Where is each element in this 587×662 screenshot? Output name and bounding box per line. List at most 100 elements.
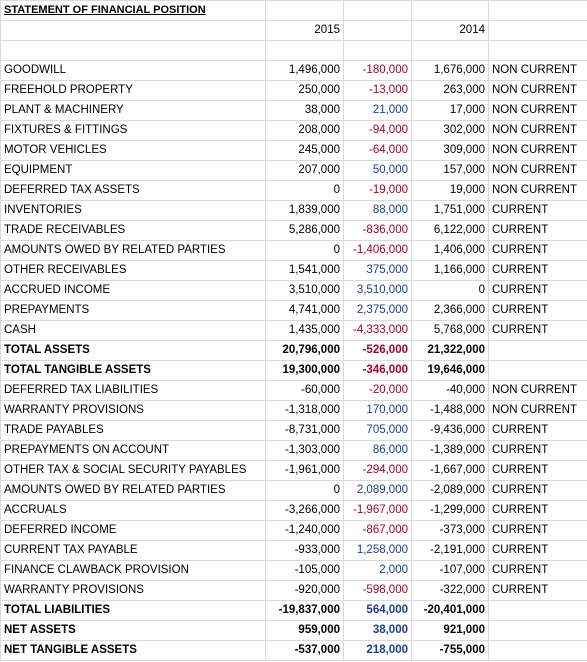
- change: 375,000: [343, 260, 412, 281]
- value-2014: -9,436,000: [411, 420, 489, 441]
- row-label: ACCRUALS: [0, 500, 266, 521]
- row-label: GOODWILL: [0, 60, 266, 81]
- change: 86,000: [343, 440, 412, 461]
- row-label: NET TANGIBLE ASSETS: [0, 640, 266, 661]
- statement-row: GOODWILL 1,496,000 -180,000 1,676,000 NON CU…: [0, 60, 587, 81]
- row-label: TRADE PAYABLES: [0, 420, 266, 441]
- statement-row: TRADE RECEIVABLES 5,286,000 -836,000 6,122,…: [0, 220, 587, 241]
- classification: CURRENT: [488, 500, 587, 521]
- value-2015: 3,510,000: [265, 280, 344, 301]
- value-2014: 17,000: [411, 100, 489, 121]
- classification: CURRENT: [488, 580, 587, 601]
- classification: NON CURRENT: [488, 380, 587, 401]
- change: 88,000: [343, 200, 412, 221]
- statement-row: PREPAYMENTS ON ACCOUNT -1,303,000 86,000 -1…: [0, 440, 587, 461]
- value-2014: -1,389,000: [411, 440, 489, 461]
- change: -180,000: [343, 60, 412, 81]
- statement-row: TOTAL ASSETS 20,796,000 -526,000 21,322,000: [0, 340, 587, 361]
- statement-row: FREEHOLD PROPERTY 250,000 -13,000 263,000 NO…: [0, 80, 587, 101]
- value-2015: -1,961,000: [265, 460, 344, 481]
- value-2015: -3,266,000: [265, 500, 344, 521]
- value-2014: 921,000: [411, 620, 489, 641]
- change: 2,375,000: [343, 300, 412, 321]
- classification: CURRENT: [488, 300, 587, 321]
- value-2015: -19,837,000: [265, 600, 344, 621]
- classification: NON CURRENT: [488, 140, 587, 161]
- classification: CURRENT: [488, 460, 587, 481]
- row-label: DEFERRED TAX ASSETS: [0, 180, 266, 201]
- value-2015: 0: [265, 480, 344, 501]
- change: 170,000: [343, 400, 412, 421]
- value-2014: -107,000: [411, 560, 489, 581]
- change: 1,258,000: [343, 540, 412, 561]
- value-2015: -920,000: [265, 580, 344, 601]
- value-2014: -322,000: [411, 580, 489, 601]
- classification: CURRENT: [488, 320, 587, 341]
- change: -346,000: [343, 360, 412, 381]
- value-2015: -1,318,000: [265, 400, 344, 421]
- classification: [488, 640, 587, 661]
- value-2014: 309,000: [411, 140, 489, 161]
- value-2015: -8,731,000: [265, 420, 344, 441]
- value-2014: 1,751,000: [411, 200, 489, 221]
- value-2014: 0: [411, 280, 489, 301]
- sheet-title: STATEMENT OF FINANCIAL POSITION: [0, 0, 266, 21]
- classification: [488, 340, 587, 361]
- change: 705,000: [343, 420, 412, 441]
- classification: CURRENT: [488, 200, 587, 221]
- value-2015: -933,000: [265, 540, 344, 561]
- value-2014: -2,191,000: [411, 540, 489, 561]
- statement-row: MOTOR VEHICLES 245,000 -64,000 309,000 NON C…: [0, 140, 587, 161]
- classification: NON CURRENT: [488, 160, 587, 181]
- value-2015: 208,000: [265, 120, 344, 141]
- change: -1,967,000: [343, 500, 412, 521]
- row-label: MOTOR VEHICLES: [0, 140, 266, 161]
- change: -1,406,000: [343, 240, 412, 261]
- row-label: PREPAYMENTS ON ACCOUNT: [0, 440, 266, 461]
- statement-row: PREPAYMENTS 4,741,000 2,375,000 2,366,000 CU…: [0, 300, 587, 321]
- value-2014: 21,322,000: [411, 340, 489, 361]
- value-2014: 5,768,000: [411, 320, 489, 341]
- row-label: AMOUNTS OWED BY RELATED PARTIES: [0, 240, 266, 261]
- value-2014: 6,122,000: [411, 220, 489, 241]
- sheet-header: STATEMENT OF FINANCIAL POSITION 2015 201…: [0, 0, 587, 61]
- statement-row: FINANCE CLAWBACK PROVISION -105,000 2,000-…: [0, 560, 587, 581]
- statement-row: ACCRUALS -3,266,000 -1,967,000 -1,299,000 CU…: [0, 500, 587, 521]
- year-header: 2015: [265, 20, 344, 41]
- row-label: NET ASSETS: [0, 620, 266, 641]
- value-2015: 19,300,000: [265, 360, 344, 381]
- row-label: WARRANTY PROVISIONS: [0, 400, 266, 421]
- classification: [488, 360, 587, 381]
- row-label: FIXTURES & FITTINGS: [0, 120, 266, 141]
- row-label: CASH: [0, 320, 266, 341]
- change: 564,000: [343, 600, 412, 621]
- change: 218,000: [343, 640, 412, 661]
- statement-row: EQUIPMENT 207,000 50,000 157,000 NON CURRENT: [0, 160, 587, 181]
- blank-row: [0, 40, 587, 61]
- change: 3,510,000: [343, 280, 412, 301]
- row-label: DEFERRED INCOME: [0, 520, 266, 541]
- value-2015: -1,240,000: [265, 520, 344, 541]
- row-label: DEFERRED TAX LIABILITIES: [0, 380, 266, 401]
- classification: CURRENT: [488, 480, 587, 501]
- value-2015: 250,000: [265, 80, 344, 101]
- change: -4,333,000: [343, 320, 412, 341]
- value-2015: -537,000: [265, 640, 344, 661]
- row-label: TOTAL ASSETS: [0, 340, 266, 361]
- value-2014: 302,000: [411, 120, 489, 141]
- statement-row: CASH 1,435,000 -4,333,000 5,768,000 CURRENT: [0, 320, 587, 341]
- row-label: PLANT & MACHINERY: [0, 100, 266, 121]
- row-label: FINANCE CLAWBACK PROVISION: [0, 560, 266, 581]
- statement-row: CURRENT TAX PAYABLE -933,000 1,258,000 -2,1…: [0, 540, 587, 561]
- statement-row: ACCRUED INCOME 3,510,000 3,510,000 0 CURRENT: [0, 280, 587, 301]
- value-2014: 263,000: [411, 80, 489, 101]
- row-label: EQUIPMENT: [0, 160, 266, 181]
- statement-row: OTHER RECEIVABLES 1,541,000 375,000 1,166,0…: [0, 260, 587, 281]
- change: -867,000: [343, 520, 412, 541]
- classification: CURRENT: [488, 220, 587, 241]
- classification: CURRENT: [488, 560, 587, 581]
- classification: CURRENT: [488, 420, 587, 441]
